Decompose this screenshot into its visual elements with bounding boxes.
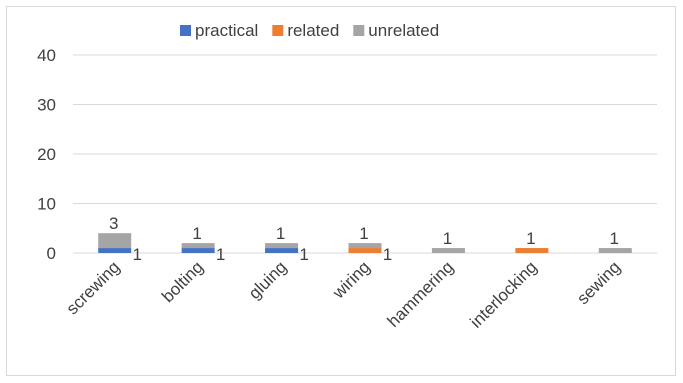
x-tick-label: sewing [573, 257, 624, 308]
bar-segment-unrelated [431, 248, 465, 253]
data-label: 1 [276, 224, 285, 243]
data-label: 1 [526, 229, 535, 248]
data-label: 1 [132, 245, 141, 264]
chart-frame [6, 6, 676, 376]
legend-swatch-related [272, 25, 284, 36]
bar-segment-related [515, 248, 549, 253]
x-tick-label: wiring [328, 257, 374, 303]
data-label: 3 [109, 214, 118, 233]
x-tick-label: interlocking [466, 257, 540, 331]
data-label: 1 [610, 229, 619, 248]
data-label: 1 [299, 245, 308, 264]
bar-segment-unrelated [598, 248, 632, 253]
legend-label-related: related [287, 21, 339, 40]
data-label: 1 [383, 245, 392, 264]
data-label: 1 [192, 224, 201, 243]
y-tick-label: 0 [47, 244, 56, 263]
legend-swatch-unrelated [353, 25, 365, 36]
legend-swatch-practical [180, 25, 191, 36]
data-label: 1 [216, 245, 225, 264]
bar-segment-related [348, 248, 382, 253]
x-tick-label: hammering [384, 257, 458, 331]
bar-segment-unrelated [98, 233, 132, 249]
bar-segment-practical [98, 248, 132, 253]
x-tick-label: screwing [63, 257, 124, 318]
bar-segment-unrelated [348, 243, 382, 249]
bar-segment-unrelated [265, 243, 299, 249]
data-label: 1 [359, 224, 368, 243]
y-tick-label: 30 [37, 96, 56, 115]
legend-label-unrelated: unrelated [368, 21, 439, 40]
data-label: 1 [443, 229, 452, 248]
x-tick-label: bolting [158, 257, 207, 306]
bar-segment-unrelated [181, 243, 215, 249]
y-tick-label: 10 [37, 195, 56, 214]
bar-segment-practical [181, 248, 215, 253]
x-tick-label: gluing [245, 257, 291, 303]
y-tick-label: 20 [37, 145, 56, 164]
bar-segment-practical [265, 248, 299, 253]
legend-label-practical: practical [195, 21, 258, 40]
y-tick-label: 40 [37, 46, 56, 65]
